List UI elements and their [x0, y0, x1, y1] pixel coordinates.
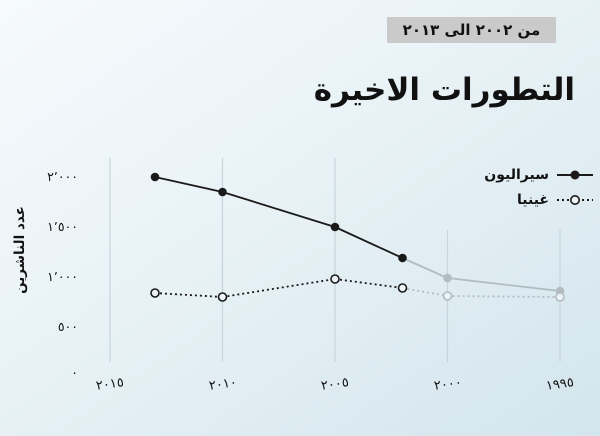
series-segment — [402, 257, 448, 279]
y-tick-label: ٢٬٠٠٠ — [47, 169, 78, 184]
legend-item-sierra-leone: سيراليون — [484, 165, 594, 185]
series-segment — [222, 191, 336, 228]
data-point — [217, 292, 228, 302]
legend-label: سيراليون — [484, 167, 549, 183]
y-tick-label: ٠ — [71, 365, 78, 380]
data-point — [330, 274, 340, 284]
date-range-badge: من ٢٠٠٢ الى ٢٠١٣ — [387, 17, 556, 43]
dotted-line-open-dot-icon — [557, 195, 593, 205]
data-point — [442, 291, 453, 301]
data-point — [397, 283, 408, 293]
data-point — [150, 172, 160, 182]
data-point — [330, 222, 340, 232]
data-point — [218, 187, 227, 197]
data-point — [443, 273, 452, 283]
series-segment — [447, 277, 561, 292]
y-tick-label: ١٬٥٠٠ — [47, 219, 78, 234]
series-segment — [334, 226, 403, 259]
y-tick-label: ٥٠٠ — [57, 319, 78, 334]
page-title: التطورات الاخيرة — [313, 72, 575, 108]
legend: سيراليون غينيا — [484, 165, 594, 210]
legend-label: غينيا — [517, 192, 549, 208]
date-range-label: من ٢٠٠٢ الى ٢٠١٣ — [402, 21, 541, 39]
series-segment — [154, 292, 223, 298]
solid-line-filled-dot-icon — [557, 170, 593, 180]
series-segment — [154, 176, 223, 193]
legend-item-guinea: غينيا — [484, 190, 594, 210]
series-segment — [447, 295, 561, 298]
series-segment — [222, 278, 336, 298]
series-segment — [402, 287, 448, 297]
y-tick-label: ١٬٠٠٠ — [47, 269, 78, 284]
data-point — [555, 292, 565, 302]
data-point — [150, 288, 160, 298]
series-segment — [334, 278, 403, 289]
data-point — [398, 253, 407, 263]
